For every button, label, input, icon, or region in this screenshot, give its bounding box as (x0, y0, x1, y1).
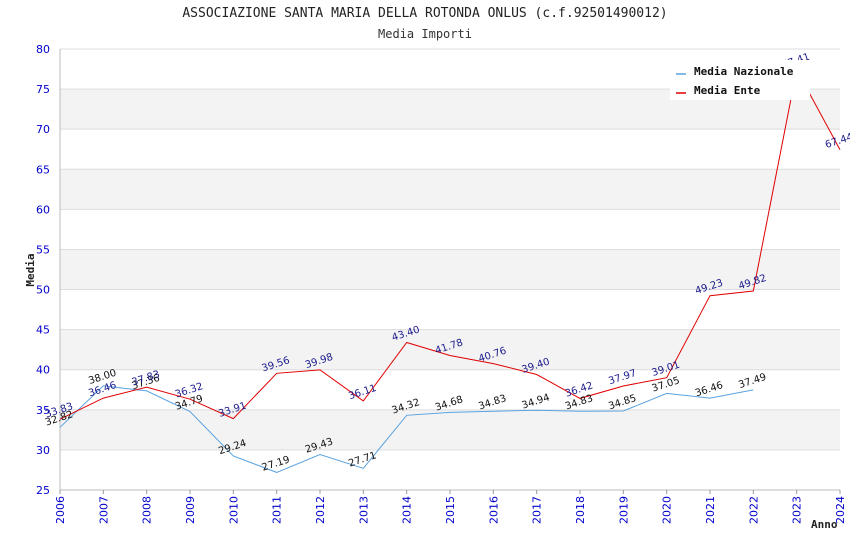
x-tick-label: 2015 (444, 496, 457, 524)
grid-band (60, 129, 840, 170)
y-tick-label: 80 (36, 43, 50, 56)
y-tick-label: 70 (36, 123, 50, 136)
x-tick-label: 2024 (834, 496, 847, 524)
legend: Media Nazionale Media Ente (670, 60, 810, 100)
series-lines (59, 68, 841, 473)
x-tick-label: 2023 (791, 496, 804, 524)
y-tick-label: 75 (36, 83, 50, 96)
x-tick-label: 2014 (401, 496, 414, 524)
x-tick-label: 2012 (314, 496, 327, 524)
grid-band (60, 249, 840, 290)
x-tick-label: 2018 (574, 496, 587, 524)
y-tick-label: 30 (36, 444, 50, 457)
grid-bands (60, 49, 840, 490)
x-tick-label: 2021 (704, 496, 717, 524)
chart-subtitle: Media Importi (378, 27, 472, 41)
grid-band (60, 409, 840, 450)
x-tick-label: 2017 (531, 496, 544, 524)
legend-label-media-ente: Media Ente (694, 84, 761, 97)
x-tick-label: 2011 (271, 496, 284, 524)
grid-band (60, 369, 840, 410)
x-tick-label: 2016 (487, 496, 500, 524)
x-tick-label: 2008 (141, 496, 154, 524)
y-tick-label: 40 (36, 364, 50, 377)
legend-background (670, 60, 810, 100)
x-tick-label: 2009 (184, 496, 197, 524)
grid-band (60, 169, 840, 210)
y-axis-title: Media (24, 253, 37, 286)
grid-band (60, 329, 840, 370)
y-tick-label: 65 (36, 163, 50, 176)
grid-band (60, 289, 840, 330)
grid-band (60, 209, 840, 250)
y-tick-label: 55 (36, 243, 50, 256)
grid-lines (60, 48, 840, 491)
x-tick-label: 2006 (54, 496, 67, 524)
series-line-media-nazionale (59, 385, 754, 473)
x-tick-label: 2013 (357, 496, 370, 524)
x-tick-label: 2019 (617, 496, 630, 524)
x-tick-label: 2007 (97, 496, 110, 524)
x-tick-label: 2020 (661, 496, 674, 524)
y-axis-ticks: 25 30 35 40 45 50 55 60 65 70 75 80 (36, 43, 50, 497)
legend-label-media-nazionale: Media Nazionale (694, 65, 794, 78)
y-tick-label: 35 (36, 404, 50, 417)
y-tick-label: 50 (36, 284, 50, 297)
x-axis-title: Anno (811, 518, 838, 531)
x-tick-label: 2010 (227, 496, 240, 524)
chart-title: ASSOCIAZIONE SANTA MARIA DELLA ROTONDA O… (182, 6, 668, 21)
y-tick-label: 45 (36, 324, 50, 337)
x-axis-ticks: 2006 2007 2008 2009 2010 2011 2012 2013 2014 2015… (54, 490, 847, 524)
series-line-media-ente (59, 68, 841, 420)
x-tick-label: 2022 (747, 496, 760, 524)
y-tick-label: 25 (36, 484, 50, 497)
grid-band (60, 449, 840, 490)
y-tick-label: 60 (36, 203, 50, 216)
